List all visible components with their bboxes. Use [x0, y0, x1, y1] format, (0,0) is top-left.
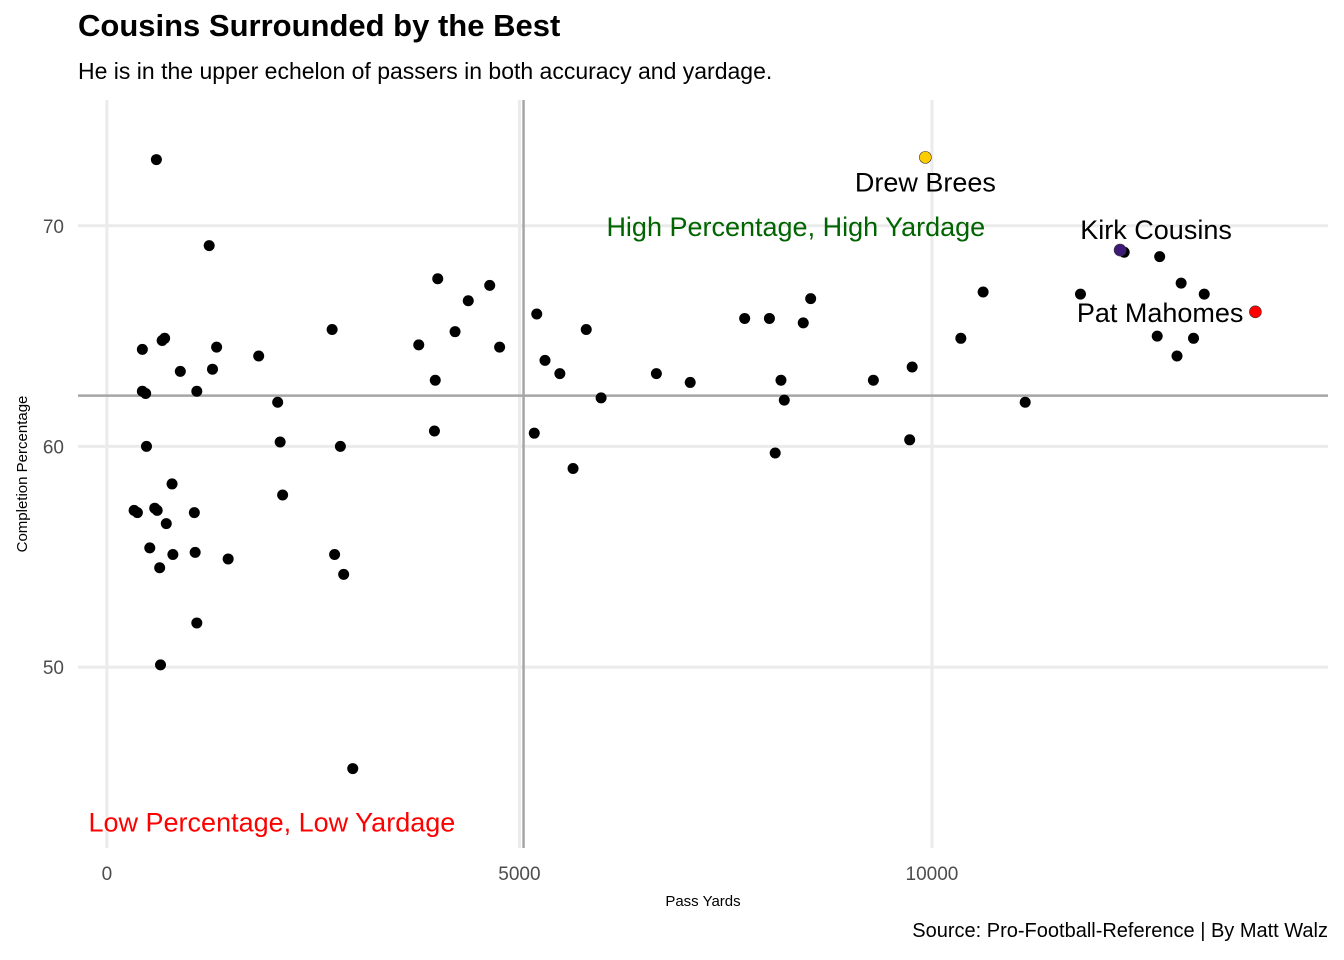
player-point [1198, 288, 1210, 300]
player-point [222, 553, 234, 565]
player-point [428, 425, 440, 437]
player-point [1151, 330, 1163, 342]
player-point [904, 434, 916, 446]
player-point [191, 385, 203, 397]
player-point [151, 504, 163, 516]
player-point [494, 341, 506, 353]
player-point [1175, 277, 1187, 289]
player-point [253, 350, 265, 362]
player-point [684, 376, 696, 388]
player-point [154, 562, 166, 574]
highlight-point [919, 151, 932, 164]
chart-caption: Source: Pro-Football-Reference | By Matt… [912, 920, 1328, 942]
x-axis-title: Pass Yards [665, 893, 740, 910]
player-point [462, 295, 474, 307]
y-tick-label: 70 [43, 217, 64, 238]
player-point [769, 447, 781, 459]
y-axis-title: Completion Percentage [14, 396, 31, 553]
player-point [906, 361, 918, 373]
player-point [1188, 332, 1200, 344]
player-point [174, 365, 186, 377]
data-points [128, 154, 1210, 775]
player-point [155, 659, 167, 671]
player-point [334, 440, 346, 452]
chart-subtitle: He is in the upper echelon of passers in… [78, 58, 773, 84]
player-point [1171, 350, 1183, 362]
player-point [136, 343, 148, 355]
player-point [778, 394, 790, 406]
highlighted-players: Drew Brees Kirk Cousins Pat Mahomes [855, 151, 1262, 328]
player-point [449, 326, 461, 338]
player-point [329, 549, 341, 561]
player-point [977, 286, 989, 298]
highlight-label: Drew Brees [855, 167, 996, 197]
player-point [206, 363, 218, 375]
player-point [338, 568, 350, 580]
x-tick-label: 0 [102, 864, 113, 885]
player-point [277, 489, 289, 501]
y-tick-label: 60 [43, 437, 64, 458]
highlight-point [1249, 305, 1262, 319]
player-point [528, 427, 540, 439]
player-point [580, 323, 592, 335]
player-point [413, 339, 425, 351]
player-point [554, 368, 566, 380]
player-point [140, 440, 152, 452]
player-point [763, 312, 775, 324]
axis-ticks: 50 60 70 0 5000 10000 [43, 217, 959, 885]
player-point [188, 507, 200, 519]
x-tick-label: 10000 [906, 864, 959, 885]
y-tick-label: 50 [43, 658, 64, 679]
player-point [1019, 396, 1031, 408]
player-point [650, 368, 662, 380]
player-point [131, 507, 143, 519]
player-point [797, 317, 809, 329]
x-tick-label: 5000 [498, 864, 540, 885]
reference-lines [78, 100, 1328, 848]
quadrant-annotations: High Percentage, High Yardage Low Percent… [89, 212, 986, 838]
chart-title: Cousins Surrounded by the Best [78, 8, 561, 43]
grid-lines [78, 100, 1328, 848]
player-point [150, 154, 162, 166]
player-point [347, 763, 359, 775]
player-point [1074, 288, 1086, 300]
player-point [775, 374, 787, 386]
player-point [955, 332, 967, 344]
player-point [429, 374, 441, 386]
player-point [211, 341, 223, 353]
player-point [539, 354, 551, 366]
player-point [160, 518, 172, 530]
highlight-label: Kirk Cousins [1080, 215, 1232, 245]
player-point [326, 323, 338, 335]
player-point [203, 240, 215, 252]
player-point [140, 387, 152, 399]
player-point [166, 478, 178, 490]
player-point [595, 392, 607, 404]
player-point [167, 549, 179, 561]
player-point [144, 542, 156, 554]
player-point [274, 436, 286, 448]
player-point [432, 273, 444, 285]
player-point [189, 546, 201, 558]
player-point [531, 308, 543, 320]
player-point [567, 462, 579, 474]
player-point [805, 293, 817, 305]
player-point [739, 312, 751, 324]
highlight-label: Pat Mahomes [1077, 298, 1244, 328]
quadrant-annotation: Low Percentage, Low Yardage [89, 808, 456, 838]
player-point [191, 617, 203, 629]
highlight-point [1113, 243, 1127, 257]
player-point [867, 374, 879, 386]
quadrant-annotation: High Percentage, High Yardage [606, 212, 985, 242]
player-point [1154, 251, 1166, 263]
player-point [484, 279, 496, 291]
player-point [272, 396, 284, 408]
player-point [156, 335, 168, 347]
